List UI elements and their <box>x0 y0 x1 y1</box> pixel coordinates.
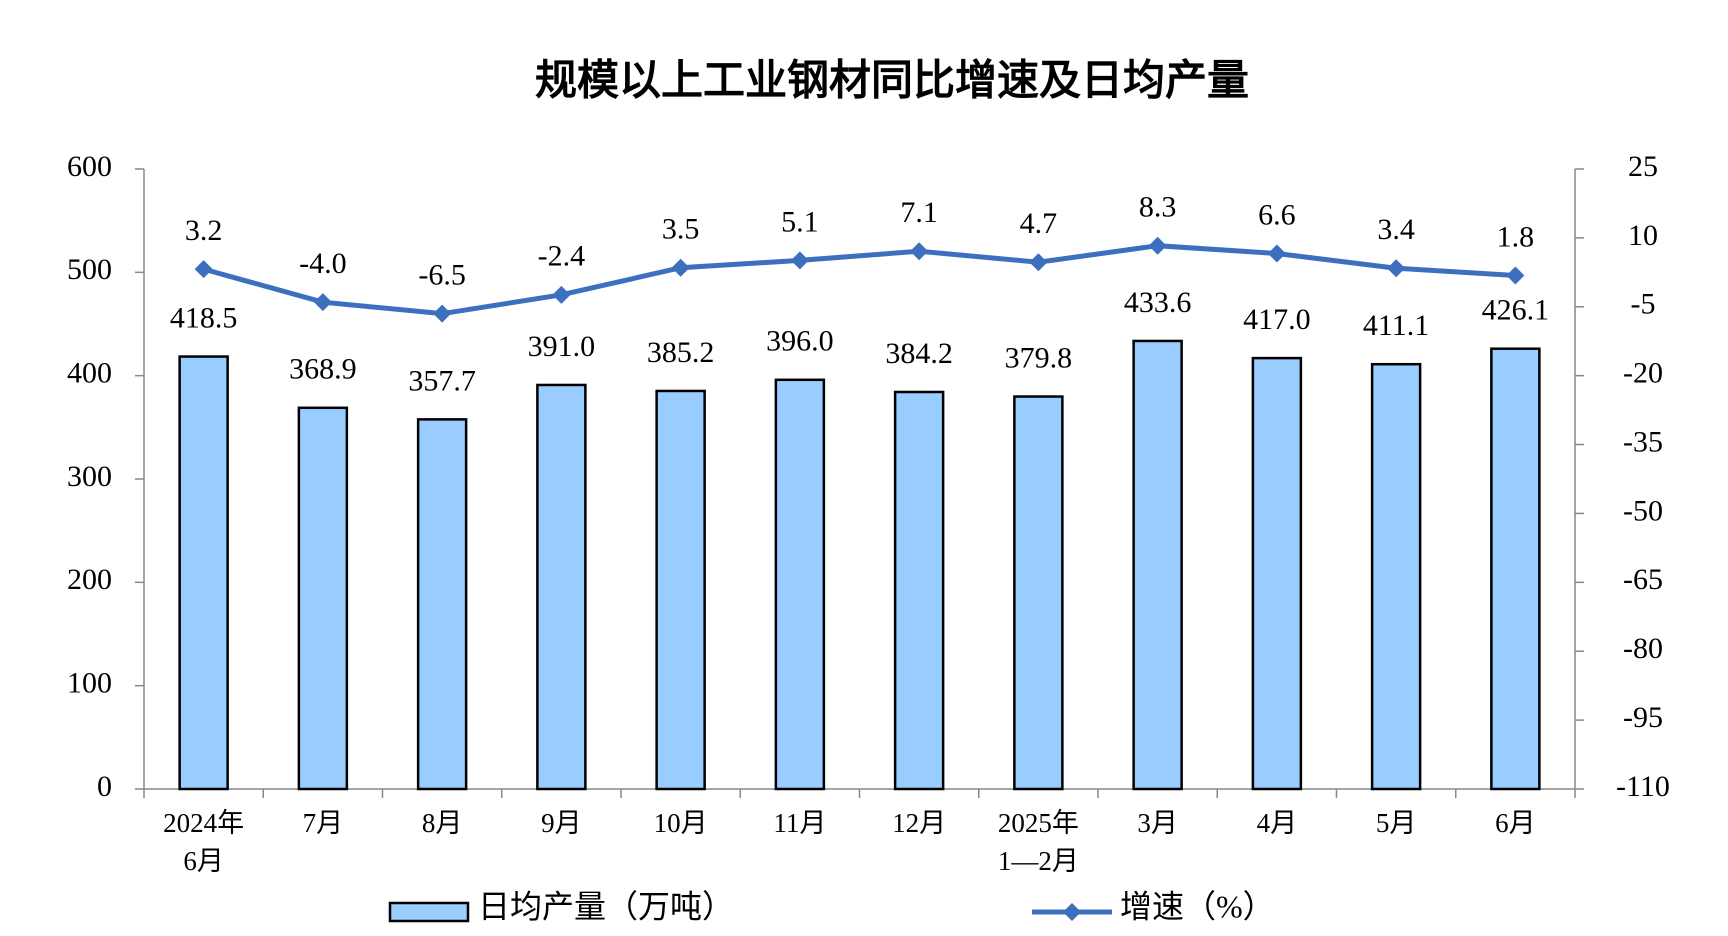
point-label: 6.6 <box>1258 198 1296 231</box>
bar-label: 411.1 <box>1363 309 1429 342</box>
bar <box>178 355 229 791</box>
bar <box>1370 362 1422 791</box>
bar-label: 379.8 <box>1005 341 1073 374</box>
x-tick-label: 2024年 6月 <box>163 808 244 876</box>
y-tick-label: 400 <box>67 357 112 390</box>
legend-label: 增速（%） <box>1120 888 1275 924</box>
x-tick-label: 2025年 1—2月 <box>998 808 1079 876</box>
bar <box>893 390 945 791</box>
line-marker <box>433 304 452 323</box>
line-marker <box>552 285 571 304</box>
line <box>202 243 1516 317</box>
point-label: -2.4 <box>538 240 586 273</box>
line-marker <box>671 258 690 277</box>
bar-label: 385.2 <box>647 336 715 369</box>
point-label: 3.5 <box>662 213 700 246</box>
y2-tick-label: -95 <box>1623 701 1663 734</box>
line-marker <box>910 242 929 261</box>
line-marker <box>1506 266 1525 285</box>
bar-label: 391.0 <box>528 330 596 363</box>
bar <box>1251 356 1303 791</box>
y-tick-label: 200 <box>67 563 112 596</box>
y2-tick-label: -5 <box>1631 288 1656 321</box>
line-marker <box>1387 259 1406 278</box>
bar-label: 368.9 <box>289 353 357 386</box>
x-tick-label: 4月 <box>1257 808 1298 838</box>
line-marker <box>1267 244 1286 263</box>
point-label: 4.7 <box>1020 207 1058 240</box>
point-label: 5.1 <box>781 205 819 238</box>
line-marker <box>194 260 213 279</box>
y-tick-label: 600 <box>67 150 112 183</box>
legend-swatch <box>388 901 470 923</box>
point-label: -4.0 <box>299 247 347 280</box>
bar-label: 384.2 <box>885 337 953 370</box>
bar-label: 396.0 <box>766 325 834 358</box>
bar <box>1013 395 1064 791</box>
point-label: 8.3 <box>1139 191 1177 224</box>
x-tick-label: 5月 <box>1376 808 1417 838</box>
point-label: 1.8 <box>1497 220 1535 253</box>
y-tick-label: 500 <box>67 253 112 286</box>
legend-marker <box>1063 903 1081 921</box>
x-tick-label: 7月 <box>303 808 344 838</box>
point-label: -6.5 <box>418 259 466 292</box>
bar-label: 426.1 <box>1482 294 1550 327</box>
x-tick-label: 9月 <box>541 808 582 838</box>
y2-tick-label: -80 <box>1623 632 1663 665</box>
x-tick-label: 12月 <box>892 808 946 838</box>
y2-tick-label: 25 <box>1628 150 1658 183</box>
bar <box>655 389 706 791</box>
y2-tick-label: -20 <box>1623 357 1663 390</box>
bar-label: 418.5 <box>170 301 238 334</box>
point-label: 7.1 <box>900 196 938 229</box>
line-marker <box>313 293 332 312</box>
line-marker <box>1148 236 1167 255</box>
bar <box>774 378 826 791</box>
bar <box>416 418 468 791</box>
y-tick-label: 100 <box>67 667 112 700</box>
point-label: 3.2 <box>185 214 223 247</box>
chart-title: 规模以上工业钢材同比增速及日均产量 <box>535 56 1249 105</box>
bar <box>536 383 587 791</box>
y2-tick-label: -110 <box>1616 770 1670 803</box>
point-label: 3.4 <box>1377 213 1415 246</box>
line-marker <box>1029 253 1048 272</box>
x-tick-label: 6月 <box>1495 808 1536 838</box>
y-tick-label: 300 <box>67 460 112 493</box>
legend-label: 日均产量（万吨） <box>478 888 734 924</box>
y2-tick-label: -50 <box>1623 494 1663 527</box>
bar <box>297 406 349 791</box>
y-tick-label: 0 <box>97 770 112 803</box>
bar <box>1132 339 1183 791</box>
x-tick-label: 3月 <box>1137 808 1178 838</box>
bar <box>1490 347 1541 791</box>
bar-label: 357.7 <box>408 364 476 397</box>
y2-tick-label: 10 <box>1628 219 1658 252</box>
bar-label: 417.0 <box>1243 303 1311 336</box>
x-tick-label: 11月 <box>773 808 826 838</box>
x-tick-label: 10月 <box>654 808 708 838</box>
x-tick-label: 8月 <box>422 808 463 838</box>
y2-tick-label: -65 <box>1623 563 1663 596</box>
line-marker <box>790 251 809 270</box>
bar-label: 433.6 <box>1124 286 1192 319</box>
y2-tick-label: -35 <box>1623 425 1663 458</box>
